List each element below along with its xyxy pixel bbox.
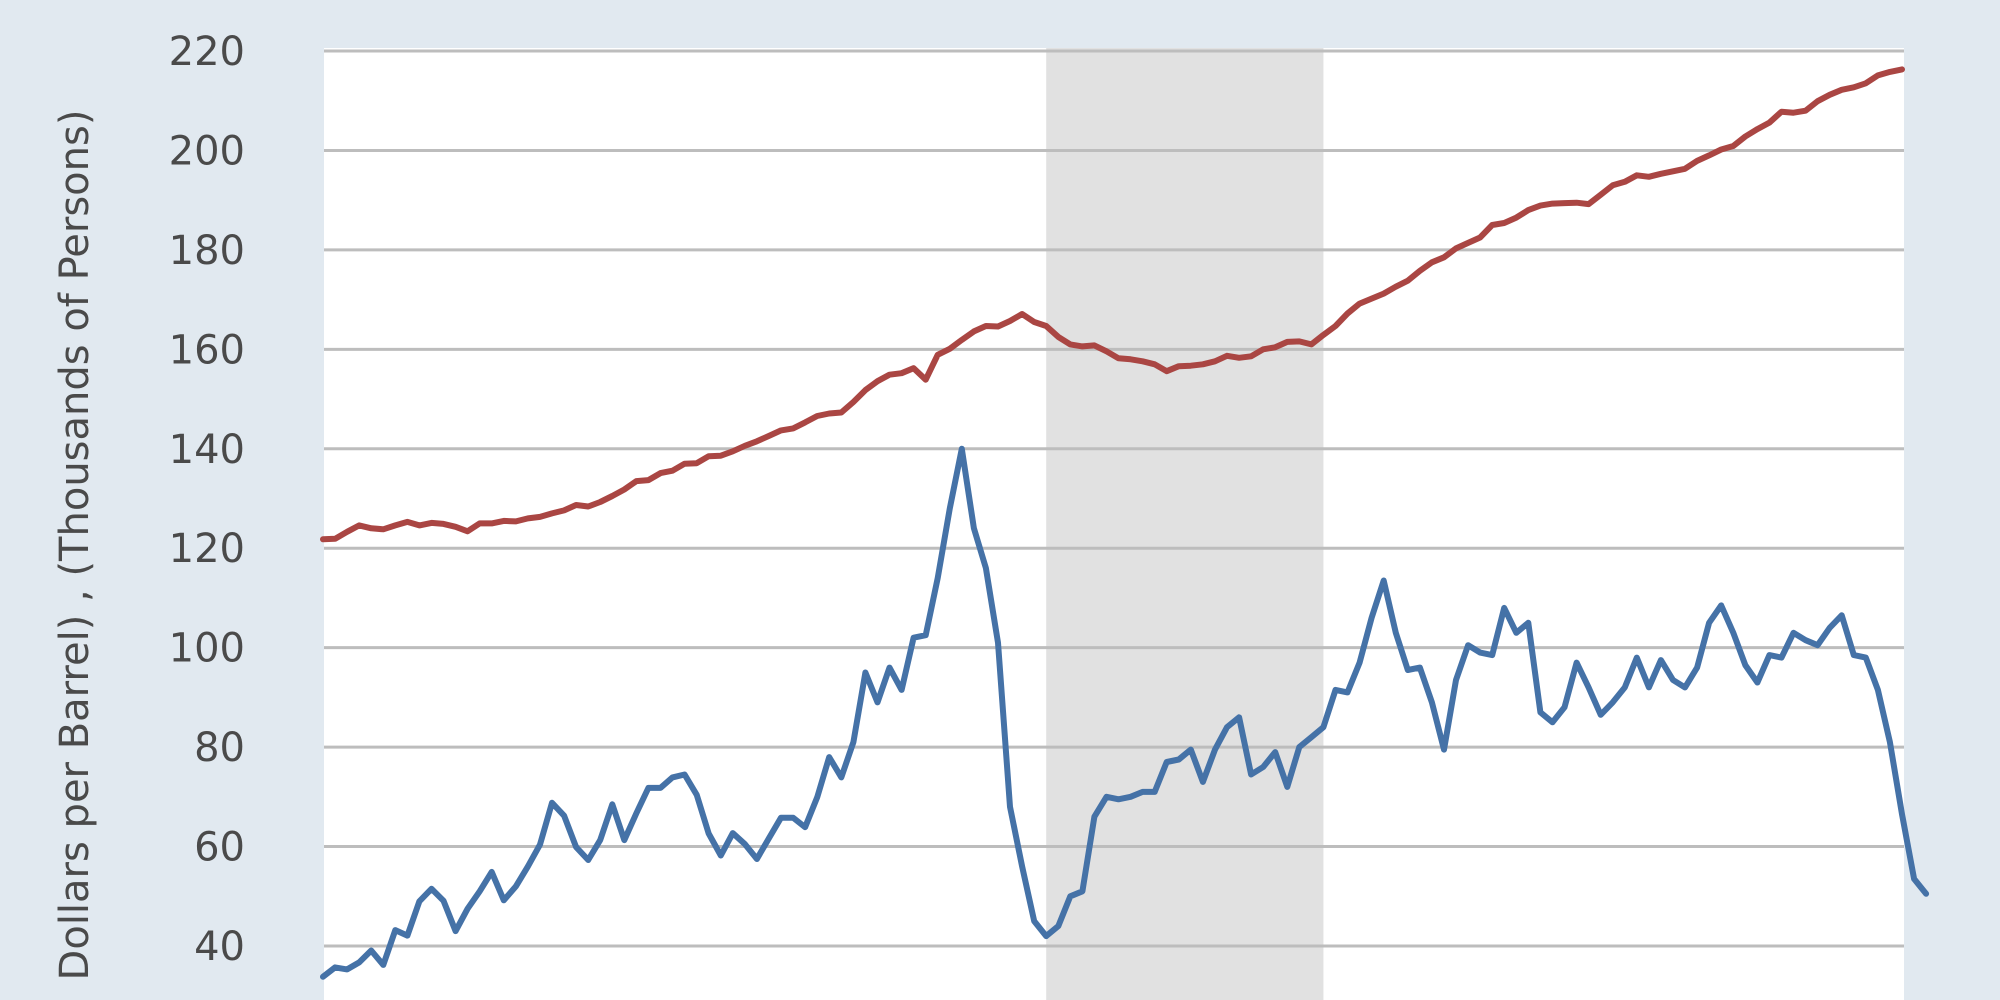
series-line-1 (320, 66, 1905, 543)
y-tick-label: 80 (194, 725, 245, 771)
y-axis-label: Dollars per Barrel) , (Thousands of Pers… (52, 110, 98, 981)
series-line-2 (320, 445, 1930, 980)
y-tick-label: 220 (169, 29, 245, 75)
y-tick-label: 200 (169, 128, 245, 174)
gridlines (324, 49, 1904, 948)
y-tick-label: 100 (169, 626, 245, 672)
y-tick-label: 120 (169, 526, 245, 572)
y-tick-label: 180 (169, 228, 245, 274)
y-axis-ticks: 40 60 80 100 120 140 160 180 200 220 (169, 29, 245, 970)
y-tick-label: 60 (194, 825, 245, 871)
y-tick-label: 160 (169, 327, 245, 373)
y-tick-label: 40 (194, 924, 245, 970)
y-tick-label: 140 (169, 427, 245, 473)
series-lines (320, 66, 1930, 980)
